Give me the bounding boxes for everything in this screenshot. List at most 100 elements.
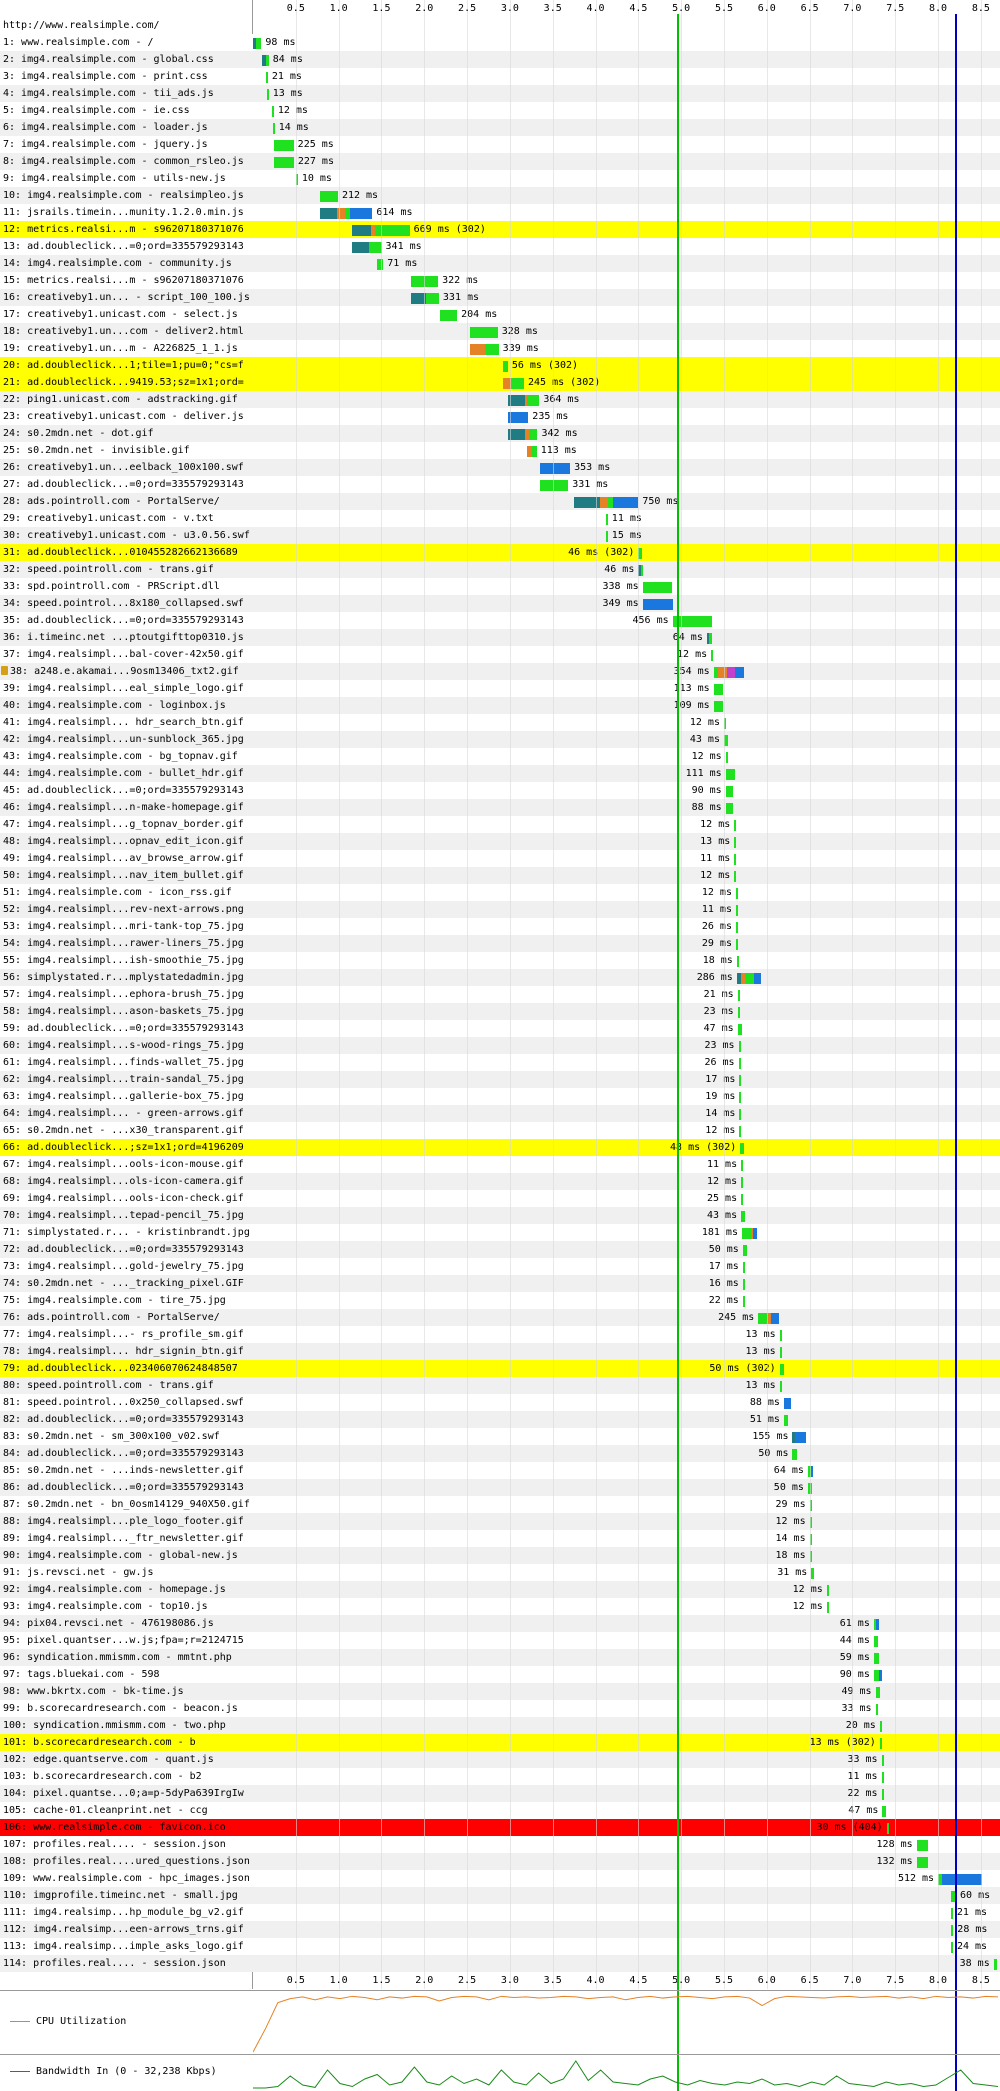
request-duration: 111 ms	[685, 768, 722, 779]
request-timing-bar	[642, 599, 673, 610]
request-row: 14: img4.realsimple.com - community.js 71…	[0, 255, 1000, 272]
gridline	[338, 0, 340, 1989]
request-timing-bar	[377, 259, 384, 270]
request-timing-bar	[735, 939, 739, 950]
request-label: 105: cache-01.cleanprint.net - ccg	[3, 1805, 208, 1816]
request-label: 49: img4.realsimpl...av_browse_arrow.gif	[3, 853, 244, 864]
request-timing-bar	[725, 786, 734, 797]
request-duration: 12 ms	[700, 870, 731, 881]
request-timing-bar	[875, 1704, 879, 1715]
request-label: 104: pixel.quantse...0;a=p-5dyPa639IrgIw	[3, 1788, 244, 1799]
request-duration: 13 ms	[745, 1329, 776, 1340]
request-label: 20: ad.doubleclick...1;tile=1;pu=0;"cs=f	[3, 360, 244, 371]
request-row: 15: metrics.realsi...m - s96207180371076…	[0, 272, 1000, 289]
request-duration: 132 ms	[876, 1856, 913, 1867]
request-label: 52: img4.realsimpl...rev-next-arrows.png	[3, 904, 244, 915]
request-duration: 338 ms	[602, 581, 639, 592]
request-timing-bar	[713, 667, 718, 678]
request-label: 51: img4.realsimple.com - icon_rss.gif	[3, 887, 232, 898]
request-timing-bar	[753, 973, 762, 984]
time-tick-bottom: 6.5	[800, 1975, 819, 1986]
request-duration: 354 ms	[673, 666, 710, 677]
request-row: 61: img4.realsimpl...finds-wallet_75.jpg…	[0, 1054, 1000, 1071]
gridline	[938, 0, 940, 1989]
request-label: 36: i.timeinc.net ...ptoutgifttop0310.js	[3, 632, 244, 643]
request-label: 101: b.scorecardresearch.com - b	[3, 1737, 196, 1748]
bandwidth-in-legend-text: Bandwidth In (0 - 32,238 Kbps)	[36, 2066, 217, 2077]
request-timing-bar	[336, 208, 346, 219]
request-label: 95: pixel.quantser...w.js;fpa=;r=2124715	[3, 1635, 244, 1646]
request-row: 94: pix04.revsci.net - 476198086.js 61 ms	[0, 1615, 1000, 1632]
request-row: 18: creativeby1.un...com - deliver2.html…	[0, 323, 1000, 340]
cpu-utilization-legend-text: CPU Utilization	[36, 2016, 127, 2027]
gridline	[766, 0, 768, 1989]
request-label: 113: img4.realsimp...imple_asks_logo.gif	[3, 1941, 244, 1952]
request-duration: 50 ms (302)	[709, 1363, 776, 1374]
request-duration: 14 ms	[705, 1108, 736, 1119]
request-timing-bar	[779, 1381, 782, 1392]
request-label: 13: ad.doubleclick...=0;ord=335579293143	[3, 241, 244, 252]
request-row: 8: img4.realsimple.com - common_rsleo.js…	[0, 153, 1000, 170]
request-duration: 12 ms	[689, 717, 720, 728]
request-label: 14: img4.realsimple.com - community.js	[3, 258, 232, 269]
request-timing-bar	[942, 1874, 982, 1885]
request-timing-bar	[741, 1160, 744, 1171]
cpu-utilization-series-line	[253, 1995, 998, 2053]
request-duration: 328 ms	[501, 326, 538, 337]
request-timing-bar	[734, 820, 737, 831]
request-timing-bar	[717, 667, 727, 678]
request-timing-bar	[950, 1891, 957, 1902]
request-duration: 235 ms	[532, 411, 569, 422]
request-timing-bar	[873, 1636, 878, 1647]
request-row: 27: ad.doubleclick...=0;ord=335579293143…	[0, 476, 1000, 493]
request-label: 109: www.realsimple.com - hpc_images.jso…	[3, 1873, 250, 1884]
request-timing-bar	[734, 854, 737, 865]
request-label: 57: img4.realsimpl...ephora-brush_75.jpg	[3, 989, 244, 1000]
request-row: 9: img4.realsimple.com - utils-new.js 10 …	[0, 170, 1000, 187]
request-timing-bar	[640, 565, 643, 576]
request-label: 29: creativeby1.unicast.com - v.txt	[3, 513, 214, 524]
request-duration: 29 ms	[775, 1499, 806, 1510]
request-duration: 26 ms	[701, 921, 732, 932]
request-timing-bar	[439, 310, 458, 321]
request-duration: 245 ms (302)	[528, 377, 601, 388]
request-row: 32: speed.pointroll.com - trans.gif 46 ms	[0, 561, 1000, 578]
request-label: 19: creativeby1.un...m - A226825_1_1.js	[3, 343, 238, 354]
request-timing-bar	[735, 905, 738, 916]
request-label: 5: img4.realsimple.com - ie.css	[3, 105, 190, 116]
request-timing-bar	[873, 1653, 879, 1664]
request-timing-bar	[739, 1092, 742, 1103]
request-duration: 14 ms	[278, 122, 309, 133]
request-timing-bar	[605, 531, 608, 542]
request-row: 28: ads.pointroll.com - PortalServe/750 …	[0, 493, 1000, 510]
request-label: 75: img4.realsimple.com - tire_75.jpg	[3, 1295, 226, 1306]
request-timing-bar	[375, 225, 410, 236]
request-timing-bar	[352, 242, 370, 253]
request-row: 26: creativeby1.un...eelback_100x100.swf…	[0, 459, 1000, 476]
request-row: 110: imgprofile.timeinc.net - small.jpg 6…	[0, 1887, 1000, 1904]
request-timing-bar	[319, 191, 338, 202]
request-duration: 12 ms	[691, 751, 722, 762]
request-row: 91: js.revsci.net - gw.js 31 ms	[0, 1564, 1000, 1581]
request-row: 16: creativeby1.un... - script_100_100.j…	[0, 289, 1000, 306]
request-row: 85: s0.2mdn.net - ...inds-newsletter.gif…	[0, 1462, 1000, 1479]
request-label: 34: speed.pointrol...8x180_collapsed.swf	[3, 598, 244, 609]
request-duration: 13 ms	[700, 836, 731, 847]
request-row: 86: ad.doubleclick...=0;ord=335579293143…	[0, 1479, 1000, 1496]
request-timing-bar	[876, 1619, 880, 1630]
request-timing-bar	[950, 1925, 954, 1936]
request-timing-bar	[741, 973, 746, 984]
gridline	[381, 0, 383, 1989]
request-timing-bar	[265, 55, 269, 66]
time-tick-bottom: 7.0	[843, 1975, 862, 1986]
request-timing-bar	[938, 1874, 943, 1885]
request-duration: 26 ms	[704, 1057, 735, 1068]
request-timing-bar	[783, 1415, 789, 1426]
request-label: 55: img4.realsimpl...ish-smoothie_75.jpg	[3, 955, 244, 966]
request-timing-bar	[271, 106, 274, 117]
request-timing-bar	[779, 1347, 782, 1358]
request-timing-bar	[295, 174, 298, 185]
request-duration: 204 ms	[461, 309, 498, 320]
request-timing-bar	[739, 1126, 742, 1137]
request-timing-bar	[725, 803, 734, 814]
